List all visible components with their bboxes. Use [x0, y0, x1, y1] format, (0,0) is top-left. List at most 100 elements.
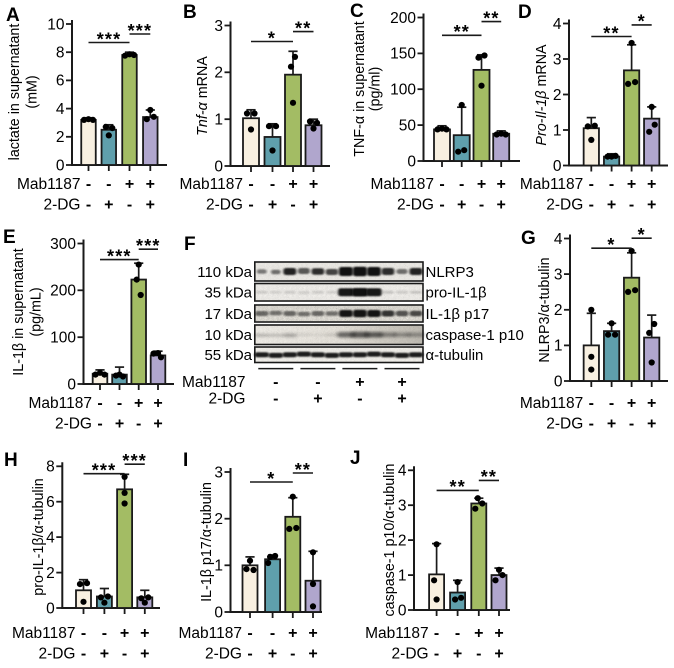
svg-text:-: - [81, 625, 86, 642]
svg-text:Mab1187: Mab1187 [179, 625, 242, 642]
svg-text:2-DG: 2-DG [55, 416, 92, 433]
svg-text:**: ** [449, 477, 465, 497]
svg-text:+: + [313, 391, 322, 408]
svg-text:Mab1187: Mab1187 [12, 625, 75, 642]
svg-text:TNF-α in supernatant: TNF-α in supernatant [352, 21, 368, 156]
svg-text:I: I [183, 450, 188, 471]
svg-text:-: - [290, 646, 295, 663]
svg-text:+: + [308, 625, 317, 642]
svg-text:1: 1 [214, 112, 223, 129]
svg-text:4: 4 [554, 231, 563, 248]
svg-text:-: - [609, 176, 614, 193]
svg-text:50: 50 [399, 117, 417, 134]
svg-text:2: 2 [214, 511, 223, 528]
svg-text:-: - [315, 374, 320, 391]
svg-text:*: * [268, 28, 276, 48]
svg-text:-: - [247, 646, 252, 663]
svg-text:-: - [97, 395, 102, 412]
svg-text:*: * [267, 469, 275, 489]
svg-text:+: + [647, 395, 656, 412]
svg-text:-: - [270, 625, 275, 642]
svg-text:-: - [290, 197, 295, 214]
svg-text:**: ** [295, 460, 311, 480]
svg-text:+: + [146, 176, 155, 193]
svg-text:-: - [97, 416, 102, 433]
svg-text:Mab1187: Mab1187 [29, 395, 92, 412]
svg-text:B: B [183, 2, 197, 23]
svg-text:***: *** [122, 451, 147, 471]
svg-text:**: ** [603, 23, 619, 43]
svg-text:pro-IL-1β: pro-IL-1β [426, 285, 488, 302]
svg-text:-: - [434, 625, 439, 642]
svg-text:+: + [607, 416, 616, 433]
svg-text:+: + [494, 646, 503, 663]
svg-text:0: 0 [46, 600, 55, 617]
svg-text:NLRP3/α-tubulin: NLRP3/α-tubulin [537, 257, 553, 362]
svg-text:+: + [100, 646, 109, 663]
svg-text:F: F [184, 234, 196, 255]
svg-text:+: + [477, 176, 486, 193]
svg-text:***: *** [128, 21, 153, 41]
svg-text:+: + [453, 646, 462, 663]
svg-text:+: + [457, 197, 466, 214]
svg-text:C: C [350, 1, 364, 22]
svg-text:-: - [86, 197, 91, 214]
svg-text:NLRP3: NLRP3 [426, 264, 474, 281]
svg-text:**: ** [295, 18, 311, 38]
svg-text:E: E [3, 227, 16, 248]
svg-text:***: *** [92, 461, 117, 481]
svg-text:Mab1187: Mab1187 [371, 176, 434, 193]
svg-text:A: A [6, 5, 20, 26]
svg-text:+: + [140, 625, 149, 642]
svg-text:***: *** [136, 236, 161, 256]
svg-text:2: 2 [56, 129, 65, 146]
svg-text:caspase-1 p10: caspase-1 p10 [426, 327, 524, 344]
svg-text:3: 3 [398, 498, 407, 515]
svg-text:110 kDa: 110 kDa [197, 264, 252, 281]
svg-text:-: - [247, 625, 252, 642]
svg-text:+: + [146, 197, 155, 214]
svg-text:0: 0 [553, 158, 562, 175]
svg-text:-: - [476, 646, 481, 663]
svg-text:-: - [81, 646, 86, 663]
svg-text:***: *** [107, 246, 132, 266]
svg-text:**: ** [454, 22, 470, 42]
svg-text:1: 1 [398, 567, 407, 584]
svg-text:0: 0 [214, 158, 223, 175]
svg-text:100: 100 [390, 82, 416, 99]
svg-text:1: 1 [214, 558, 223, 575]
svg-text:-: - [248, 197, 253, 214]
svg-text:(pg/ml): (pg/ml) [368, 67, 384, 111]
svg-text:200: 200 [50, 283, 76, 300]
svg-text:Mab1187: Mab1187 [17, 176, 80, 193]
svg-text:-: - [479, 197, 484, 214]
svg-text:+: + [627, 395, 636, 412]
svg-text:2: 2 [398, 532, 407, 549]
svg-text:2: 2 [214, 65, 223, 82]
svg-text:caspase-1 p10/α-tubulin: caspase-1 p10/α-tubulin [382, 463, 398, 616]
svg-text:H: H [4, 450, 18, 471]
svg-text:-: - [106, 176, 111, 193]
svg-text:+: + [627, 176, 636, 193]
svg-text:+: + [397, 391, 406, 408]
svg-text:+: + [125, 176, 134, 193]
svg-text:55 kDa: 55 kDa [204, 347, 252, 364]
svg-text:+: + [140, 646, 149, 663]
svg-text:(mM): (mM) [25, 75, 41, 108]
svg-text:*: * [638, 225, 646, 245]
svg-text:17 kDa: 17 kDa [204, 306, 252, 323]
svg-text:4: 4 [553, 16, 562, 33]
svg-text:-: - [273, 374, 278, 391]
svg-text:0: 0 [56, 157, 65, 174]
svg-text:G: G [521, 228, 536, 249]
svg-text:3: 3 [553, 51, 562, 68]
svg-text:+: + [268, 646, 277, 663]
svg-text:-: - [357, 391, 362, 408]
svg-text:2: 2 [46, 565, 55, 582]
svg-text:100: 100 [50, 330, 76, 347]
svg-text:+: + [288, 176, 297, 193]
svg-text:2: 2 [554, 302, 563, 319]
svg-text:4: 4 [56, 101, 65, 118]
svg-text:+: + [153, 395, 162, 412]
svg-text:D: D [518, 2, 532, 23]
